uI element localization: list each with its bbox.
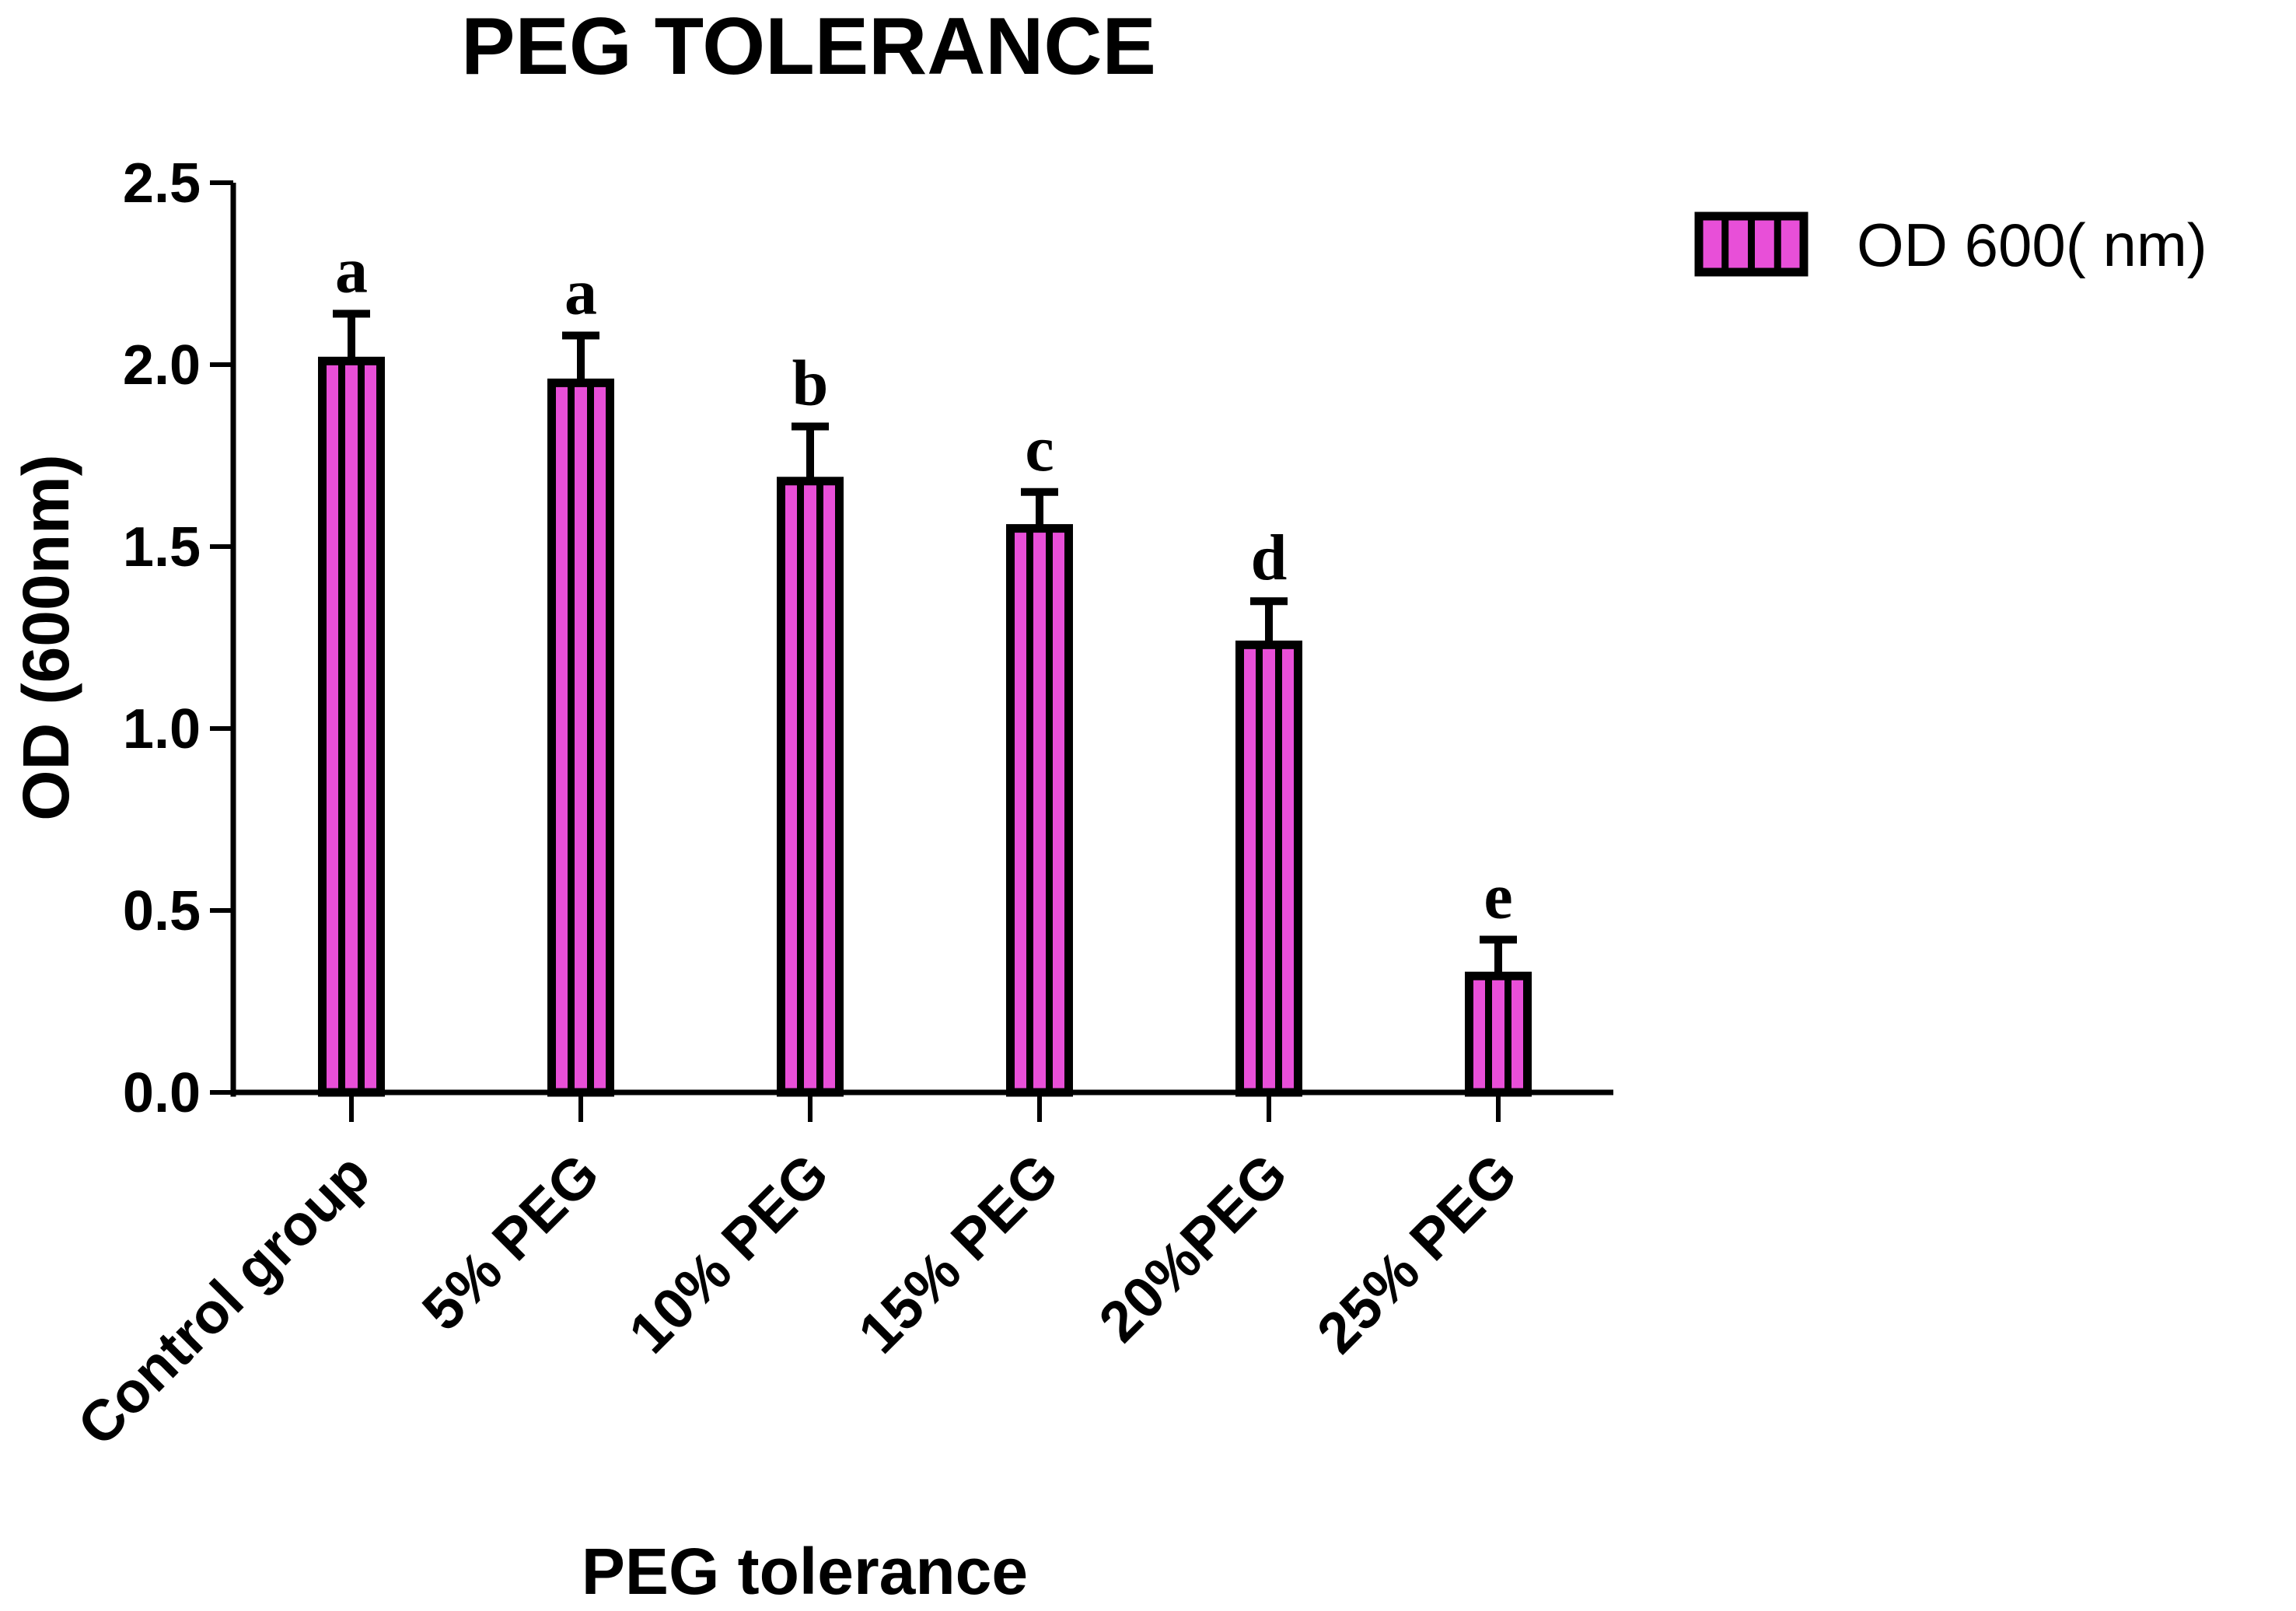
category-label: 15% PEG bbox=[846, 1141, 1070, 1365]
category-label: 5% PEG bbox=[410, 1141, 611, 1343]
category-label: Control group bbox=[65, 1141, 382, 1458]
bars-group bbox=[318, 356, 1532, 1097]
y-axis: 0.0 0.5 1.0 1.5 2.0 2.5 bbox=[123, 152, 236, 1124]
y-axis-title: OD (600nm) bbox=[9, 454, 82, 820]
bar bbox=[547, 378, 614, 1097]
significance-letter: b bbox=[792, 348, 829, 420]
legend-swatch bbox=[1694, 211, 1808, 277]
x-axis bbox=[233, 1089, 1613, 1122]
category-label: 20%PEG bbox=[1086, 1141, 1299, 1354]
significance-letter: a bbox=[335, 234, 368, 306]
significance-letters: a a b c d e bbox=[335, 234, 1513, 932]
category-labels: Control group 5% PEG 10% PEG 15% PEG 20%PEG 2… bbox=[65, 1141, 1529, 1458]
y-tick-label: 2.5 bbox=[123, 152, 201, 215]
significance-letter: c bbox=[1025, 413, 1054, 485]
y-tick-label: 2.0 bbox=[123, 334, 201, 397]
significance-letter: a bbox=[564, 257, 597, 329]
bar bbox=[1006, 524, 1073, 1097]
legend-label: OD 600( nm) bbox=[1857, 211, 2207, 279]
y-tick-label: 1.5 bbox=[123, 516, 201, 578]
category-label: 25% PEG bbox=[1305, 1141, 1529, 1365]
bar bbox=[318, 356, 385, 1097]
y-tick-label: 1.0 bbox=[123, 698, 201, 760]
significance-letter: e bbox=[1483, 860, 1512, 932]
bar bbox=[777, 477, 844, 1097]
x-axis-title: PEG tolerance bbox=[582, 1535, 1028, 1608]
error-bars-group bbox=[333, 309, 1517, 977]
category-label: 10% PEG bbox=[617, 1141, 840, 1365]
bar bbox=[1465, 971, 1532, 1097]
significance-letter: d bbox=[1251, 522, 1288, 594]
y-tick-label: 0.5 bbox=[123, 880, 201, 942]
bar bbox=[1235, 640, 1302, 1097]
y-tick-label: 0.0 bbox=[123, 1062, 201, 1124]
chart-title: PEG TOLERANCE bbox=[461, 2, 1156, 92]
legend: OD 600( nm) bbox=[1694, 211, 2207, 279]
